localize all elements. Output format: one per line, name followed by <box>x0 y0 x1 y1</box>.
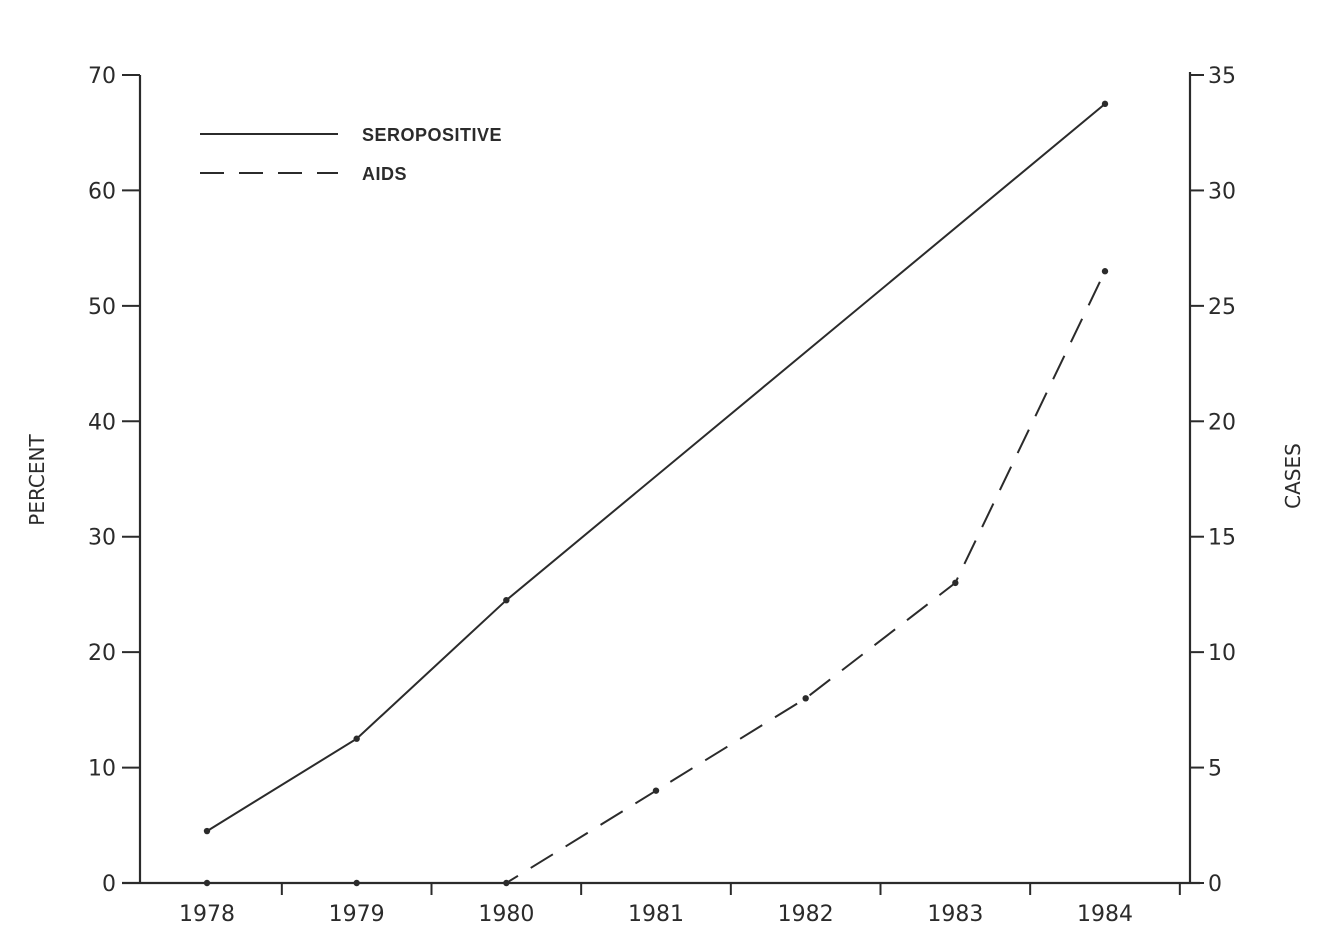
right-y-tick-label: 25 <box>1208 295 1236 320</box>
data-point-aids <box>952 579 959 587</box>
data-point-seropositive <box>353 735 360 742</box>
x-tick-label: 1981 <box>628 902 684 927</box>
x-tick-label: 1978 <box>179 902 235 927</box>
right-y-tick-label: 30 <box>1208 179 1236 204</box>
right-y-tick-label: 5 <box>1208 757 1222 782</box>
data-point-seropositive <box>1101 100 1109 108</box>
left-y-ticks: 0 10 20 30 40 50 60 70 <box>88 64 140 897</box>
left-y-tick-label: 30 <box>88 526 116 551</box>
x-tick-label: 1982 <box>778 902 834 927</box>
left-y-tick-label: 10 <box>88 757 116 782</box>
right-y-ticks: 0 5 10 15 20 25 30 35 <box>1190 64 1236 897</box>
right-y-tick-label: 0 <box>1208 872 1222 897</box>
series-layer <box>203 100 1109 887</box>
legend-label-seropositive: SEROPOSITIVE <box>362 125 502 145</box>
data-point-seropositive <box>203 827 211 835</box>
data-point-aids <box>652 787 660 794</box>
right-y-tick-label: 10 <box>1208 641 1236 666</box>
left-y-tick-label: 40 <box>88 410 116 435</box>
left-y-tick-label: 70 <box>88 64 116 89</box>
left-y-tick-label: 0 <box>102 872 116 897</box>
left-y-tick-label: 60 <box>88 179 116 204</box>
right-y-tick-label: 20 <box>1208 410 1236 435</box>
x-tick-label: 1983 <box>927 902 983 927</box>
x-tick-label: 1980 <box>478 902 534 927</box>
plot-axes <box>122 72 1200 885</box>
data-point-aids <box>1101 268 1109 275</box>
data-point-aids <box>203 879 211 887</box>
x-ticks: 1978 1979 1980 1981 1982 1983 1984 <box>179 883 1181 927</box>
left-y-axis-title: PERCENT <box>25 434 49 526</box>
data-point-aids <box>353 879 360 887</box>
x-tick-label: 1979 <box>329 902 385 927</box>
left-y-tick-label: 50 <box>88 295 116 320</box>
legend-label-aids: AIDS <box>362 164 407 184</box>
x-tick-label: 1984 <box>1077 902 1133 927</box>
right-y-tick-label: 15 <box>1208 526 1236 551</box>
data-point-aids <box>802 695 809 702</box>
right-y-axis-title: CASES <box>1281 443 1305 509</box>
data-point-seropositive <box>503 597 510 604</box>
left-y-tick-label: 20 <box>88 641 116 666</box>
series-line-seropositive <box>206 103 1106 832</box>
legend: SEROPOSITIVE AIDS <box>200 125 502 184</box>
right-y-tick-label: 35 <box>1208 64 1236 89</box>
data-point-aids <box>503 879 510 887</box>
